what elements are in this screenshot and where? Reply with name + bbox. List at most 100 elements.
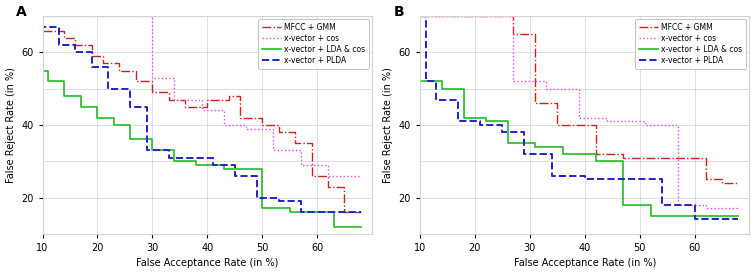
x-vector + PLDA bbox=[230, 163, 239, 167]
MFCC + GMM bbox=[652, 156, 661, 159]
x-vector + PLDA bbox=[657, 178, 666, 181]
x-vector + LDA & cos bbox=[38, 69, 47, 72]
x-vector + LDA & cos bbox=[734, 214, 743, 217]
x-vector + PLDA bbox=[415, 15, 424, 18]
x-vector + LDA & cos bbox=[415, 80, 424, 83]
x-vector + cos bbox=[717, 207, 726, 210]
x-vector + LDA & cos bbox=[44, 80, 53, 83]
x-vector + cos bbox=[673, 123, 683, 127]
x-vector + LDA & cos bbox=[701, 214, 710, 217]
x-vector + LDA & cos bbox=[673, 214, 683, 217]
x-vector + LDA & cos bbox=[257, 207, 267, 210]
MFCC + GMM bbox=[509, 33, 518, 36]
x-vector + cos bbox=[296, 163, 305, 167]
x-vector + PLDA bbox=[71, 51, 80, 54]
Line: x-vector + LDA & cos: x-vector + LDA & cos bbox=[420, 81, 738, 216]
MFCC + GMM bbox=[88, 54, 97, 58]
x-vector + LDA & cos bbox=[504, 141, 513, 145]
x-vector + cos bbox=[575, 87, 584, 90]
x-vector + PLDA bbox=[208, 156, 217, 159]
MFCC + GMM bbox=[415, 15, 424, 18]
x-vector + PLDA bbox=[734, 218, 743, 221]
x-vector + LDA & cos bbox=[301, 210, 310, 214]
x-vector + LDA & cos bbox=[126, 123, 135, 127]
x-vector + LDA & cos bbox=[285, 210, 294, 214]
x-vector + LDA & cos bbox=[76, 105, 85, 109]
x-vector + LDA & cos bbox=[76, 94, 85, 98]
x-vector + LDA & cos bbox=[531, 141, 540, 145]
x-vector + LDA & cos bbox=[558, 152, 567, 156]
x-vector + PLDA bbox=[421, 15, 430, 18]
x-vector + PLDA bbox=[142, 149, 151, 152]
MFCC + GMM bbox=[165, 98, 174, 101]
x-vector + cos bbox=[323, 174, 332, 178]
x-vector + LDA & cos bbox=[646, 203, 655, 207]
MFCC + GMM bbox=[236, 94, 245, 98]
MFCC + GMM bbox=[38, 29, 47, 32]
MFCC + GMM bbox=[356, 210, 365, 214]
x-vector + LDA & cos bbox=[482, 120, 491, 123]
MFCC + GMM bbox=[115, 69, 124, 72]
x-vector + cos bbox=[717, 207, 726, 210]
x-vector + PLDA bbox=[712, 218, 721, 221]
x-vector + PLDA bbox=[690, 203, 699, 207]
x-vector + LDA & cos bbox=[646, 214, 655, 217]
MFCC + GMM bbox=[274, 131, 283, 134]
Line: MFCC + GMM: MFCC + GMM bbox=[42, 31, 361, 212]
x-vector + PLDA bbox=[432, 98, 441, 101]
x-vector + LDA & cos bbox=[44, 69, 53, 72]
x-vector + PLDA bbox=[38, 25, 47, 29]
MFCC + GMM bbox=[509, 15, 518, 18]
x-vector + cos bbox=[509, 80, 518, 83]
x-vector + cos bbox=[575, 116, 584, 119]
x-vector + cos bbox=[602, 120, 612, 123]
MFCC + GMM bbox=[202, 105, 211, 109]
x-vector + LDA & cos bbox=[701, 214, 710, 217]
x-vector + LDA & cos bbox=[192, 163, 201, 167]
x-vector + cos bbox=[296, 149, 305, 152]
x-vector + cos bbox=[323, 163, 332, 167]
x-vector + LDA & cos bbox=[329, 210, 338, 214]
x-vector + cos bbox=[170, 76, 179, 79]
MFCC + GMM bbox=[340, 210, 349, 214]
x-vector + cos bbox=[219, 109, 228, 112]
X-axis label: False Acceptance Rate (in %): False Acceptance Rate (in %) bbox=[136, 258, 279, 269]
MFCC + GMM bbox=[323, 174, 332, 178]
x-vector + LDA & cos bbox=[437, 80, 446, 83]
x-vector + LDA & cos bbox=[109, 123, 119, 127]
MFCC + GMM bbox=[71, 44, 80, 47]
x-vector + LDA & cos bbox=[482, 116, 491, 119]
Y-axis label: False Reject Rate (in %): False Reject Rate (in %) bbox=[5, 67, 16, 183]
MFCC + GMM bbox=[340, 185, 349, 188]
MFCC + GMM bbox=[652, 156, 661, 159]
MFCC + GMM bbox=[71, 36, 80, 39]
MFCC + GMM bbox=[180, 98, 190, 101]
x-vector + cos bbox=[734, 207, 743, 210]
x-vector + LDA & cos bbox=[591, 160, 600, 163]
x-vector + PLDA bbox=[580, 178, 589, 181]
Line: MFCC + GMM: MFCC + GMM bbox=[420, 16, 738, 183]
x-vector + cos bbox=[356, 174, 365, 178]
MFCC + GMM bbox=[701, 156, 710, 159]
x-vector + PLDA bbox=[230, 174, 239, 178]
x-vector + LDA & cos bbox=[170, 149, 179, 152]
x-vector + PLDA bbox=[476, 123, 485, 127]
MFCC + GMM bbox=[131, 69, 140, 72]
MFCC + GMM bbox=[717, 181, 726, 185]
x-vector + PLDA bbox=[252, 196, 261, 199]
x-vector + cos bbox=[542, 80, 551, 83]
x-vector + PLDA bbox=[165, 149, 174, 152]
x-vector + PLDA bbox=[476, 120, 485, 123]
MFCC + GMM bbox=[618, 152, 627, 156]
x-vector + LDA & cos bbox=[109, 116, 119, 119]
MFCC + GMM bbox=[98, 62, 107, 65]
MFCC + GMM bbox=[323, 185, 332, 188]
x-vector + cos bbox=[673, 203, 683, 207]
x-vector + PLDA bbox=[356, 210, 365, 214]
x-vector + cos bbox=[170, 98, 179, 101]
Line: x-vector + PLDA: x-vector + PLDA bbox=[420, 16, 738, 219]
MFCC + GMM bbox=[553, 102, 562, 105]
x-vector + LDA & cos bbox=[148, 149, 157, 152]
x-vector + PLDA bbox=[274, 199, 283, 203]
x-vector + LDA & cos bbox=[126, 138, 135, 141]
